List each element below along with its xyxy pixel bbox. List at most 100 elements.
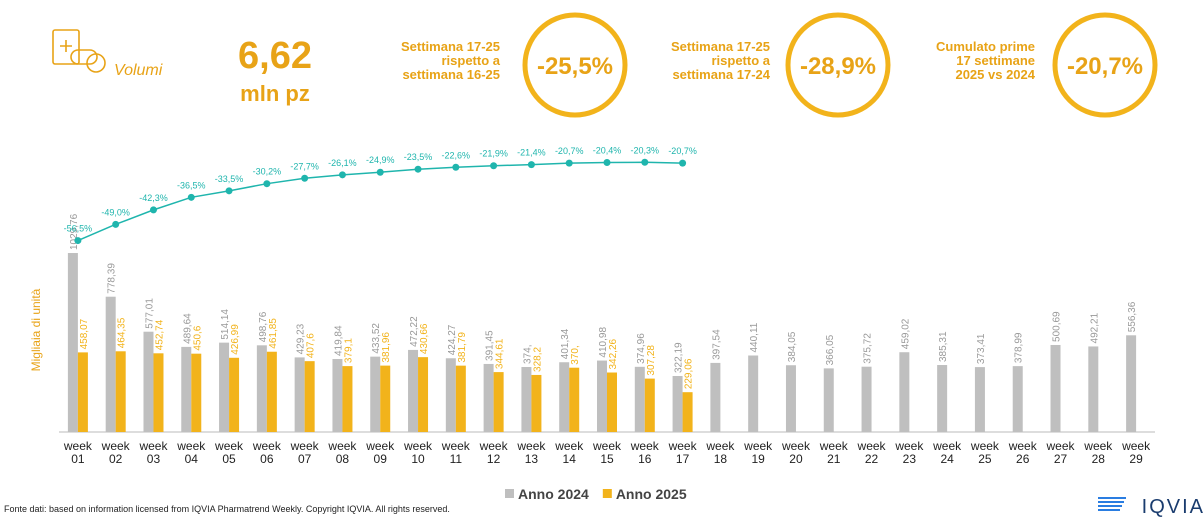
kpi-circle [522, 12, 628, 118]
bar [370, 356, 381, 432]
x-tick-label: week 22 [857, 439, 886, 466]
bar-value-label: 778,39 [107, 263, 118, 294]
logo: IQVIA [1142, 496, 1203, 517]
kpi-box-text: Settimana 17-25 rispetto a settimana 17-24 [640, 40, 770, 82]
bar-value-label: 322,19 [674, 342, 685, 373]
line-value-label: -20,7% [668, 146, 697, 156]
bar [937, 365, 948, 432]
line-point [679, 159, 687, 167]
line-value-label: -22,6% [442, 150, 471, 160]
line-point [376, 168, 384, 176]
line-point [112, 220, 120, 228]
bar-value-label: 419,84 [333, 325, 344, 356]
kpi-box-text: Cumulato prime 17 settimane 2025 vs 2024 [905, 40, 1035, 82]
line-value-label: -30,2% [253, 167, 282, 177]
bar [191, 353, 202, 432]
line-value-label: -56,5% [64, 224, 93, 234]
logo-stripe [1098, 509, 1120, 511]
line-point [225, 187, 233, 195]
x-tick-label: week 17 [668, 439, 697, 466]
line-value-label: -27,7% [290, 161, 319, 171]
bar-value-label: 1029,76 [69, 213, 80, 250]
bar [974, 367, 985, 432]
bar [644, 378, 655, 432]
bar [748, 355, 759, 432]
bar [153, 353, 164, 432]
bar [1088, 346, 1099, 432]
bar-value-label: 307,28 [646, 345, 657, 376]
bar-value-label: 429,23 [296, 323, 307, 354]
bar [342, 366, 353, 432]
bar-value-label: 328,2 [532, 346, 543, 371]
x-tick-label: week 02 [101, 439, 130, 466]
bar-value-label: 381,79 [457, 332, 468, 363]
bar [607, 372, 617, 432]
bar [569, 367, 580, 432]
bar [143, 331, 154, 432]
line-point [527, 161, 535, 169]
x-tick-label: week 20 [781, 439, 810, 466]
x-tick-label: week 08 [328, 439, 357, 466]
line-point [263, 180, 271, 188]
x-tick-label: week 28 [1084, 439, 1113, 466]
bar [219, 342, 230, 432]
bar [493, 372, 504, 432]
bar [1050, 344, 1061, 432]
bar-value-label: 452,74 [154, 319, 165, 350]
bar [682, 392, 693, 432]
line-point [641, 158, 649, 166]
bar [861, 366, 872, 432]
kpi-circle-value: -25,5% [537, 53, 613, 80]
kpi-box-line: settimana 17-24 [672, 67, 770, 82]
x-tick-label: week 25 [970, 439, 999, 466]
bar-value-label: 461,85 [268, 318, 279, 349]
bar [559, 362, 570, 432]
bar [266, 351, 277, 432]
bar-value-label: 397,54 [711, 329, 722, 360]
bar [181, 346, 192, 432]
legend-swatch [602, 489, 612, 498]
x-tick-label: week 07 [290, 439, 319, 466]
x-tick-label: week 19 [744, 439, 773, 466]
bar [1126, 335, 1137, 432]
bar-value-label: 458,07 [79, 318, 90, 349]
bar [597, 360, 607, 432]
bar-value-label: 381,96 [381, 332, 392, 363]
x-tick-label: week 29 [1122, 439, 1151, 466]
bar-value-label: 344,61 [495, 338, 506, 369]
bar-value-label: 407,6 [306, 333, 317, 358]
x-tick-label: week 15 [592, 439, 621, 466]
bar [899, 352, 910, 432]
bar-value-label: 401,34 [560, 328, 571, 359]
bar [229, 357, 240, 432]
x-tick-label: week 26 [1008, 439, 1037, 466]
x-tick-label: week 03 [139, 439, 168, 466]
bar [294, 357, 305, 432]
line-value-label: -21,9% [479, 149, 508, 159]
bar-value-label: 577,01 [144, 298, 155, 329]
bar [67, 253, 78, 432]
legend-label: Anno 2025 [616, 486, 687, 502]
line-value-label: -33,5% [215, 174, 244, 184]
bar [672, 376, 683, 432]
kpi-circle [1052, 12, 1158, 118]
bar [304, 361, 315, 432]
bar-value-label: 342,26 [608, 338, 619, 369]
x-tick-label: week 06 [252, 439, 281, 466]
x-tick-label: week 01 [63, 439, 92, 466]
bar-value-label: 373,41 [976, 333, 987, 364]
kpi-box-line: Settimana 17-25 [671, 39, 770, 54]
bar [77, 352, 88, 432]
x-tick-label: week 23 [895, 439, 924, 466]
bar [256, 345, 267, 432]
bar [445, 358, 456, 432]
bar [332, 359, 343, 432]
bar [1012, 366, 1023, 432]
kpi-value: 6,62 [238, 35, 312, 77]
x-tick-label: week 04 [177, 439, 206, 466]
bar-value-label: 489,64 [182, 313, 193, 344]
bar-value-label: 410,98 [598, 327, 609, 358]
kpi-box-line: settimana 16-25 [402, 67, 500, 82]
bar-value-label: 492,21 [1089, 312, 1100, 343]
